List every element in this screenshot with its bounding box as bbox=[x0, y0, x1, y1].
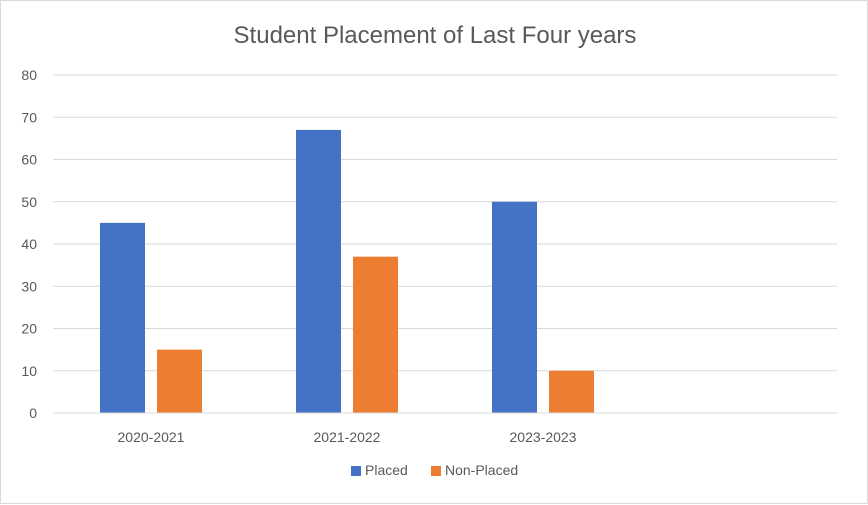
y-tick-label: 60 bbox=[21, 152, 37, 168]
y-tick-label: 70 bbox=[21, 109, 37, 125]
bar-non-placed-1 bbox=[353, 256, 398, 413]
bar-non-placed-2 bbox=[549, 370, 594, 413]
x-tick-label: 2020-2021 bbox=[118, 429, 185, 445]
x-tick-label: 2021-2022 bbox=[314, 429, 381, 445]
legend-swatch-non-placed bbox=[431, 466, 441, 476]
x-axis-ticks: 2020-2021 2021-2022 2023-2023 bbox=[118, 429, 577, 445]
y-tick-label: 10 bbox=[21, 363, 37, 379]
y-tick-label: 50 bbox=[21, 194, 37, 210]
bar-placed-0 bbox=[100, 222, 145, 413]
bar-placed-1 bbox=[296, 129, 341, 414]
y-tick-label: 20 bbox=[21, 321, 37, 337]
legend-swatch-placed bbox=[351, 466, 361, 476]
legend: Placed Non-Placed bbox=[351, 462, 518, 478]
y-tick-label: 80 bbox=[21, 67, 37, 83]
bar-non-placed-0 bbox=[157, 349, 202, 413]
legend-label: Placed bbox=[365, 462, 408, 478]
y-axis-ticks: 0 10 20 30 40 50 60 70 80 bbox=[21, 67, 37, 421]
bars bbox=[53, 129, 837, 414]
x-tick-label: 2023-2023 bbox=[510, 429, 577, 445]
y-tick-label: 40 bbox=[21, 236, 37, 252]
chart-title: Student Placement of Last Four years bbox=[234, 22, 637, 49]
legend-label: Non-Placed bbox=[445, 462, 518, 478]
bar-placed-2 bbox=[492, 201, 537, 413]
y-tick-label: 30 bbox=[21, 278, 37, 294]
y-tick-label: 0 bbox=[29, 405, 37, 421]
